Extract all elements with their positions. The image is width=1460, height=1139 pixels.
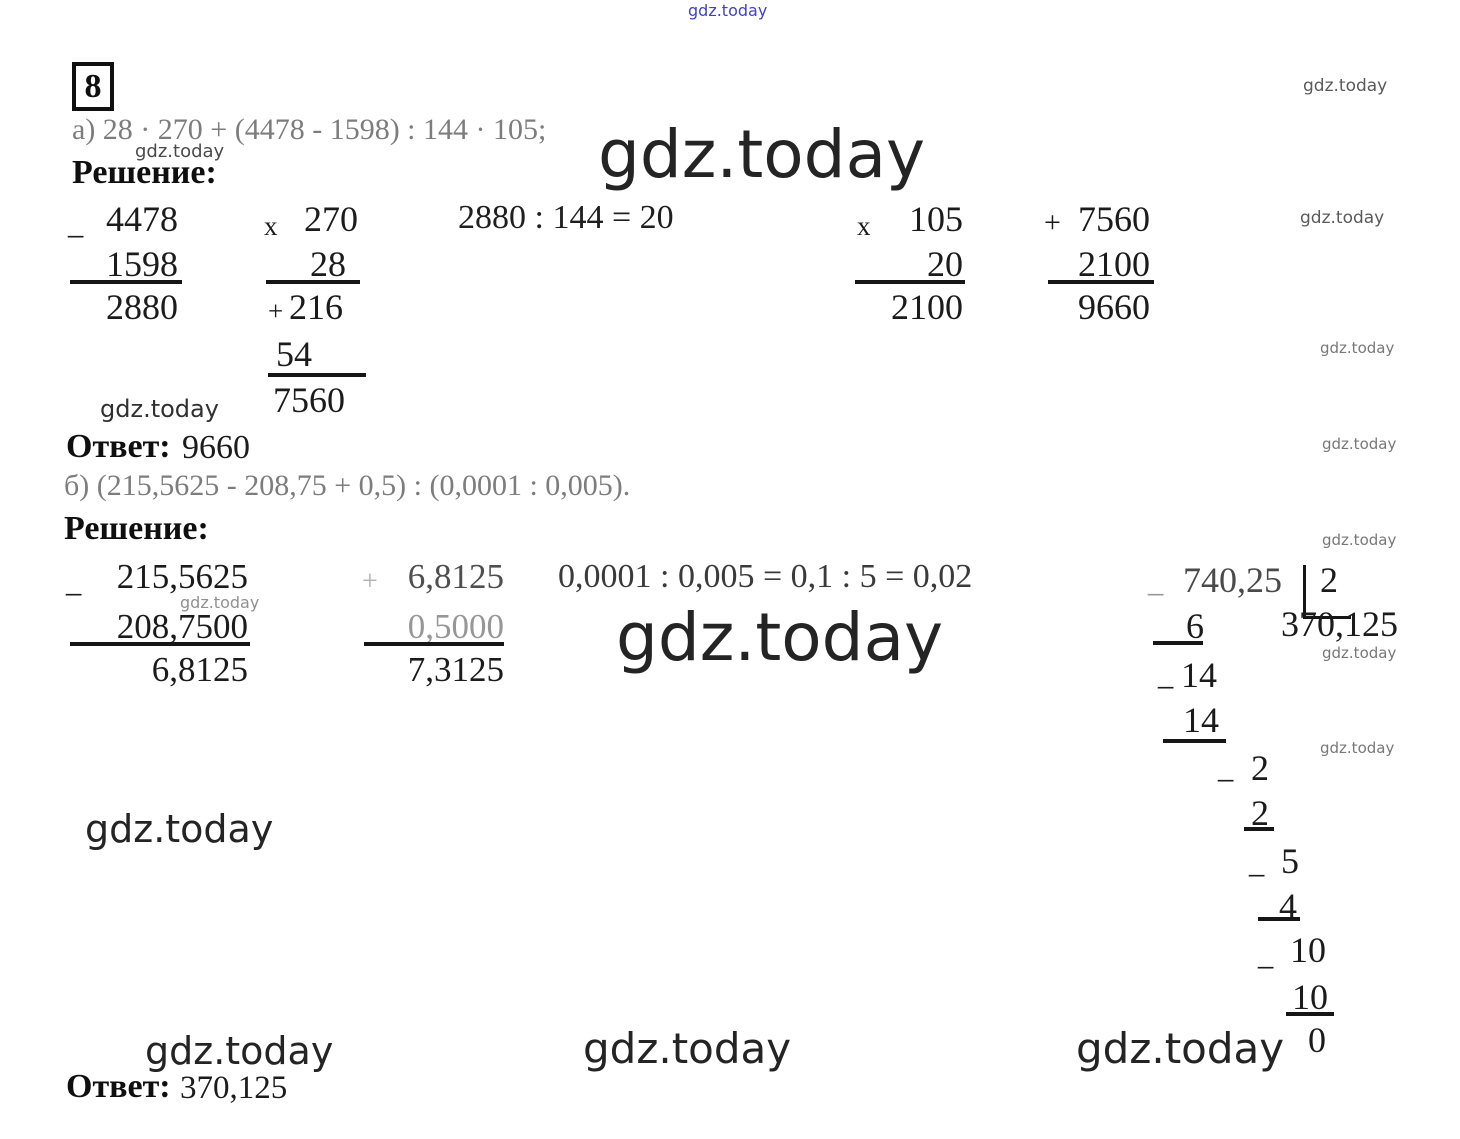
- watermark-big-1: gdz.today: [598, 116, 926, 193]
- sum: 7,3125: [407, 650, 504, 689]
- partial-product-1: 216: [289, 287, 343, 327]
- addend-2: 0,5000: [407, 607, 504, 646]
- product: 2100: [891, 287, 963, 327]
- multiplier: 28: [310, 244, 346, 284]
- solution-label-a: Решение:: [72, 154, 217, 191]
- underline: [364, 642, 504, 646]
- underline: [855, 280, 965, 284]
- product: 7560: [273, 380, 345, 420]
- underline: [70, 642, 250, 646]
- answer-label-a: Ответ:: [66, 428, 171, 465]
- underline: [70, 280, 182, 284]
- watermark-right-5: gdz.today: [1322, 531, 1397, 549]
- watermark-bottom-3: gdz.today: [1076, 1024, 1285, 1073]
- watermark-small-a1: gdz.today: [135, 141, 225, 162]
- watermark-bottom-1: gdz.today: [145, 1029, 334, 1073]
- division-equation-b: 0,0001 : 0,005 = 0,1 : 5 = 0,02: [558, 558, 973, 595]
- minus-sign: −: [1156, 670, 1176, 707]
- divisor: 2: [1320, 560, 1338, 600]
- sum: 9660: [1078, 287, 1150, 327]
- watermark-big-2: gdz.today: [616, 599, 944, 676]
- underline: [1258, 917, 1300, 921]
- expression-a: а) 28 · 270 + (4478 - 1598) : 144 · 105;: [72, 113, 547, 146]
- division-step: 14: [1181, 655, 1217, 695]
- solution-label-b: Решение:: [64, 510, 209, 547]
- underline: [1153, 641, 1203, 645]
- watermark-right-6: gdz.today: [1322, 644, 1397, 662]
- division-bracket-vertical: [1303, 565, 1306, 618]
- times-sign: x: [857, 211, 871, 241]
- watermark-left-mid: gdz.today: [85, 807, 274, 851]
- multiplicand: 270: [304, 199, 358, 239]
- addend-1: 6,8125: [407, 557, 504, 596]
- minus-sign: −: [1146, 577, 1166, 614]
- division-bracket-horizontal: [1303, 616, 1351, 619]
- problem-number: 8: [84, 67, 102, 105]
- answer-label-b: Ответ:: [66, 1068, 171, 1105]
- answer-value-a: 9660: [182, 429, 250, 466]
- minuend: 215,5625: [116, 557, 248, 596]
- underline: [266, 280, 360, 284]
- quotient: 370,125: [1281, 604, 1398, 644]
- subtrahend: 208,7500: [116, 607, 248, 646]
- subtrahend: 1598: [106, 244, 178, 284]
- addend-2: 2100: [1078, 244, 1150, 284]
- division-step: 4: [1279, 886, 1297, 926]
- division-step: 14: [1183, 700, 1219, 740]
- difference: 2880: [106, 287, 178, 327]
- times-sign: x: [264, 211, 278, 241]
- division-step: 10: [1292, 977, 1328, 1017]
- division-step: 10: [1290, 930, 1326, 970]
- plus-sign: +: [362, 566, 378, 597]
- watermark-top-blue: gdz.today: [688, 1, 768, 20]
- division-remainder: 0: [1308, 1020, 1326, 1060]
- partial-product-2: 54: [276, 334, 312, 374]
- watermark-right-4: gdz.today: [1322, 435, 1397, 453]
- division-step: 6: [1186, 606, 1204, 646]
- division-step: 2: [1251, 793, 1269, 833]
- watermark-small-b1: gdz.today: [180, 593, 260, 612]
- minus-sign: −: [1216, 763, 1236, 800]
- problem-number-box: 8: [72, 62, 114, 111]
- watermark-right-7: gdz.today: [1320, 739, 1395, 757]
- watermark-bottom-2: gdz.today: [583, 1024, 792, 1073]
- underline: [268, 373, 366, 377]
- division-equation-a: 2880 : 144 = 20: [458, 199, 674, 236]
- multiplier: 20: [927, 244, 963, 284]
- answer-value-b: 370,125: [180, 1070, 288, 1106]
- minuend: 4478: [106, 199, 178, 239]
- minus-sign: −: [1247, 858, 1267, 895]
- watermark-right-2: gdz.today: [1300, 208, 1385, 228]
- watermark-right-1: gdz.today: [1303, 76, 1388, 96]
- plus-sign: +: [268, 296, 284, 326]
- division-step: 2: [1251, 748, 1269, 788]
- minus-sign: −: [64, 577, 84, 614]
- minus-sign: −: [1256, 950, 1276, 987]
- plus-sign: +: [1044, 206, 1061, 239]
- underline: [1048, 280, 1154, 284]
- difference: 6,8125: [151, 650, 248, 689]
- watermark-small-a2: gdz.today: [100, 395, 219, 423]
- expression-b: б) (215,5625 - 208,75 + 0,5) : (0,0001 :…: [64, 469, 631, 502]
- underline: [1163, 739, 1226, 743]
- underline: [1244, 827, 1274, 831]
- dividend: 740,25: [1183, 560, 1282, 600]
- division-step: 5: [1281, 841, 1299, 881]
- addend-1: 7560: [1078, 199, 1150, 239]
- minus-sign: −: [66, 219, 86, 256]
- multiplicand: 105: [909, 199, 963, 239]
- watermark-right-3: gdz.today: [1320, 339, 1395, 357]
- underline: [1286, 1012, 1334, 1016]
